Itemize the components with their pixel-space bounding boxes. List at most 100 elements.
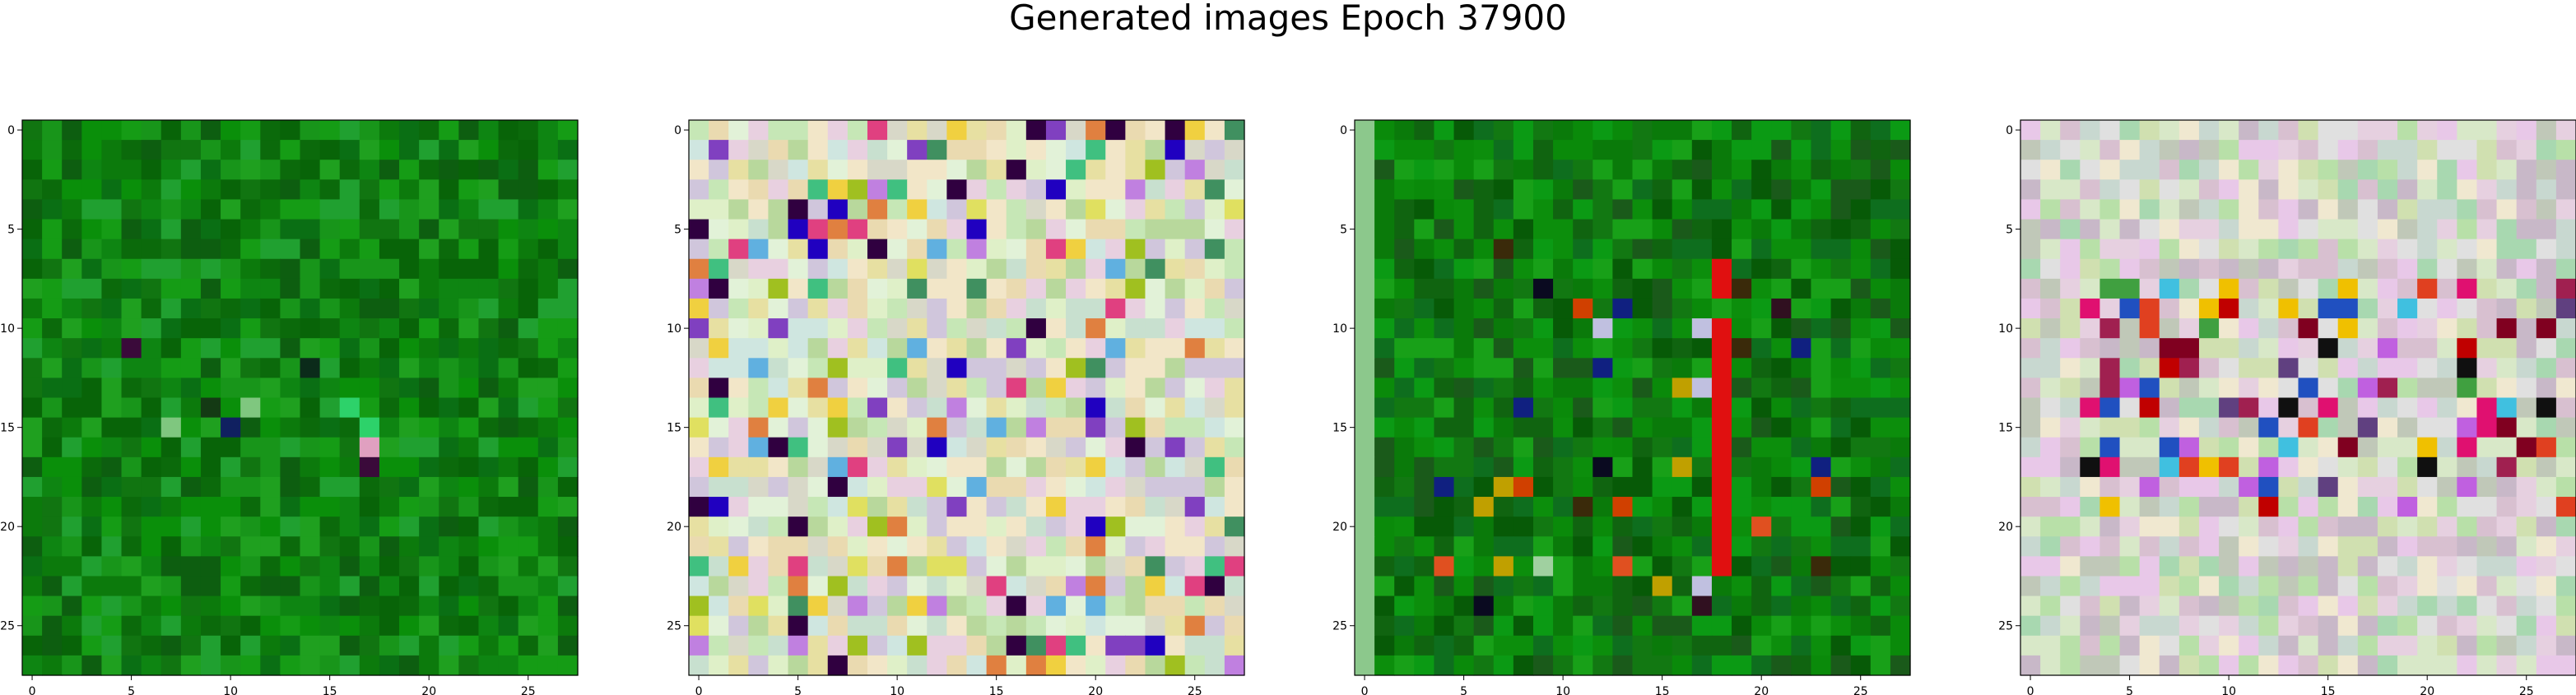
pixel <box>788 437 809 458</box>
pixel <box>1025 476 1047 498</box>
pixel <box>1184 397 1206 419</box>
pixel <box>1732 635 1752 656</box>
x-tick-label: 5 <box>1460 685 1467 695</box>
pixel <box>1691 160 1713 180</box>
pixel <box>1830 298 1852 319</box>
pixel <box>946 556 968 577</box>
pixel <box>867 655 888 676</box>
pixel <box>807 318 829 339</box>
pixel <box>419 556 439 577</box>
pixel <box>1224 338 1245 359</box>
pixel <box>1374 298 1395 319</box>
pixel <box>180 536 202 557</box>
pixel <box>379 298 400 319</box>
pixel <box>2258 219 2279 240</box>
pixel <box>2219 120 2239 141</box>
axes-frame <box>1354 119 1911 676</box>
pixel <box>458 497 480 517</box>
pixel <box>1025 179 1047 201</box>
pixel <box>101 378 123 399</box>
pixel <box>709 338 729 359</box>
pixel <box>2119 219 2141 240</box>
pixel <box>42 179 63 201</box>
pixel <box>1145 397 1166 419</box>
pixel <box>557 160 579 180</box>
pixel <box>518 358 539 378</box>
pixel <box>2417 635 2438 656</box>
pixel <box>966 239 988 260</box>
pixel <box>399 536 420 557</box>
pixel <box>359 278 380 299</box>
pixel <box>946 576 968 597</box>
pixel <box>160 140 182 160</box>
pixel <box>1870 278 1891 299</box>
pixel <box>867 358 888 378</box>
pixel <box>827 497 849 517</box>
pixel <box>847 358 868 378</box>
pixel <box>379 635 400 656</box>
pixel <box>1165 476 1186 498</box>
x-tick-label: 10 <box>2221 685 2236 695</box>
pixel <box>1184 635 1206 656</box>
pixel <box>300 615 321 637</box>
pixel <box>1184 258 1206 280</box>
pixel <box>260 258 281 280</box>
pixel <box>1811 576 1832 597</box>
pixel <box>2080 655 2101 676</box>
pixel <box>1434 239 1455 260</box>
pixel <box>1105 517 1126 537</box>
pixel <box>2239 556 2259 577</box>
pixel <box>2476 536 2498 557</box>
pixel <box>1711 258 1732 280</box>
pixel <box>399 179 420 201</box>
pixel <box>2080 258 2101 280</box>
pixel <box>1672 536 1693 557</box>
pixel <box>2020 278 2041 299</box>
pixel <box>927 437 947 458</box>
pixel <box>709 615 729 637</box>
pixel <box>1086 278 1106 299</box>
pixel <box>1066 417 1086 438</box>
pixel <box>359 258 380 280</box>
pixel <box>1632 536 1653 557</box>
pixel <box>2337 397 2359 419</box>
pixel <box>101 318 123 339</box>
pixel <box>2337 476 2359 498</box>
pixel <box>1025 517 1047 537</box>
pixel <box>2496 476 2518 498</box>
pixel <box>2377 338 2398 359</box>
pixel <box>1791 595 1812 617</box>
pixel <box>1513 576 1534 597</box>
pixel <box>1414 179 1435 201</box>
pixel <box>419 397 439 419</box>
pixel <box>62 556 82 577</box>
pixel <box>439 476 459 498</box>
pixel <box>768 160 789 180</box>
pixel <box>339 338 360 359</box>
pixel <box>907 655 928 676</box>
pixel <box>557 199 579 220</box>
pixel <box>1711 358 1732 378</box>
pixel <box>557 417 579 438</box>
pixel <box>1652 536 1673 557</box>
pixel <box>458 378 480 399</box>
pixel <box>966 536 988 557</box>
pixel <box>62 358 82 378</box>
pixel <box>1086 298 1106 319</box>
pixel <box>42 595 63 617</box>
pixel <box>2159 556 2180 577</box>
pixel <box>1493 437 1514 458</box>
pixel <box>1493 318 1514 339</box>
pixel <box>419 456 439 478</box>
pixel <box>847 635 868 656</box>
pixel <box>1414 655 1435 676</box>
pixel <box>419 160 439 180</box>
pixel <box>62 318 82 339</box>
pixel <box>1771 397 1792 419</box>
pixel <box>1394 338 1415 359</box>
pixel <box>788 378 809 399</box>
pixel <box>1830 318 1852 339</box>
pixel <box>221 120 241 141</box>
pixel <box>1890 536 1911 557</box>
pixel <box>2119 239 2141 260</box>
